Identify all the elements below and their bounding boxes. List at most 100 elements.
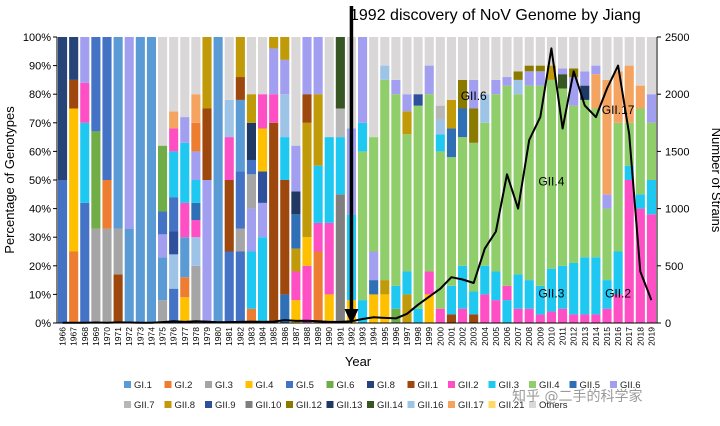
bar-1983-GII.6 [246, 208, 256, 252]
bar-1996-GII.6 [391, 79, 401, 95]
bar-1970-GI.5 [102, 37, 112, 180]
x-tick-label: 1996 [391, 327, 401, 346]
bar-1982-GI.5 [235, 171, 245, 229]
bar-2010-GII.2 [546, 311, 556, 323]
x-tick-label: 2012 [569, 327, 579, 346]
bar-2007-GII.3 [513, 274, 523, 309]
bar-2017-GII.3 [624, 165, 634, 180]
bar-2013-GII.13 [580, 85, 590, 100]
bar-1997-GII.4 [402, 134, 412, 272]
bar-1999-GII.2 [424, 271, 434, 295]
bar-2005-GII.3 [491, 271, 501, 301]
bar-2015-GII.4 [602, 208, 612, 281]
bar-2012-GII.4 [569, 105, 579, 263]
bar-2018-GII.4 [635, 108, 645, 195]
bar-1985-GII.2 [269, 94, 279, 123]
legend-swatch [569, 381, 577, 388]
arrow-head [344, 309, 359, 324]
bar-1976-GI.5 [169, 288, 179, 323]
bar-2016-GII.4 [613, 122, 623, 252]
legend-label: GII.21 [499, 400, 525, 411]
bar-2013-GII.4 [580, 99, 590, 258]
legend-label: GII.10 [256, 400, 282, 411]
x-tick-label: 1972 [124, 327, 134, 346]
chart-annotations: GII.6 GII.17 GII.4 GII.3 GII.2 [461, 89, 635, 300]
legend-label: GII.12 [296, 400, 322, 411]
bar-2002-GII.12 [458, 79, 468, 109]
bar-2007-GII.12 [513, 71, 523, 80]
x-tick-label: 1967 [69, 327, 79, 346]
bar-1971-GI.3 [113, 228, 123, 275]
bar-1989-GI.2 [313, 251, 323, 323]
bar-1988-GI.4 [302, 237, 312, 266]
bar-2008-Others [524, 37, 534, 66]
x-tick-label: 1974 [146, 327, 156, 346]
bar-2010-GII.8 [546, 65, 556, 80]
bar-1976-Others [169, 37, 179, 112]
y-tick-label: 100% [23, 32, 51, 44]
bar-1999-GI.4 [424, 294, 434, 323]
legend-label: GI.4 [256, 380, 274, 391]
x-axis-label: Year [345, 354, 372, 369]
bar-2012-GII.3 [569, 262, 579, 315]
bar-1991-GII.10 [335, 194, 345, 323]
bar-1997-Others [402, 37, 412, 95]
annotation-label: GII.6 [461, 89, 487, 103]
x-tick-label: 2019 [646, 327, 656, 346]
bar-1977-GII.2 [180, 202, 190, 238]
legend-swatch [205, 401, 212, 408]
x-axis-ticks: 1966 1967 1968 1969 1970 1971 1972 1973 1974 1975… [57, 322, 657, 346]
y-tick-label: 20% [29, 261, 51, 273]
bar-2003-Others [469, 37, 479, 80]
y-tick-label: 80% [29, 89, 51, 101]
bar-2004-GII.3 [480, 265, 490, 295]
bar-1975-GI.1 [158, 257, 168, 301]
bar-1968-GII.2 [80, 82, 90, 123]
bar-1985-GII.1 [269, 122, 279, 323]
x-tick-label: 2016 [613, 327, 623, 346]
bar-2001-GII.8 [446, 99, 456, 129]
x-tick-label: 1968 [80, 327, 90, 346]
x-tick-label: 2003 [469, 327, 479, 346]
bar-1981-GII.16 [224, 99, 234, 138]
bar-1968-GI.5 [80, 202, 90, 323]
bar-2013-GII.3 [580, 257, 590, 315]
bar-2019-GII.6 [646, 94, 656, 123]
x-tick-label: 1986 [280, 327, 290, 346]
bar-2000-GII.16 [435, 119, 445, 135]
bar-2019-Others [646, 37, 656, 95]
bar-1975-GI.6 [158, 145, 168, 212]
bar-1991-GII.14 [335, 37, 345, 109]
bar-2008-GII.3 [524, 280, 534, 309]
bar-1984-GI.4 [258, 128, 268, 172]
bar-1978-Others [191, 37, 201, 95]
bar-1995-Others [380, 37, 390, 66]
bar-2018-Others [635, 37, 645, 86]
bar-1990-GII.2 [324, 222, 334, 295]
legend-swatch [164, 401, 172, 408]
bar-1995-GII.16 [380, 65, 390, 80]
bar-1971-GI.1 [113, 37, 123, 229]
bar-2000-GII.3 [435, 134, 445, 152]
bar-1982-GI.3 [235, 228, 245, 252]
bar-2003-GII.6 [469, 79, 479, 109]
bar-2015-GII.2 [602, 308, 612, 323]
bar-1996-GI.6 [391, 308, 401, 323]
bar-2002-GII.5 [458, 108, 468, 138]
bar-2019-GII.3 [646, 180, 656, 215]
legend-label: GI.8 [377, 380, 395, 391]
bar-2015-GII.6 [602, 194, 612, 209]
bar-1991-GII.7 [335, 108, 345, 138]
x-tick-label: 1981 [224, 327, 234, 346]
y-tick-label: 40% [29, 204, 51, 216]
bar-2011-GII.14 [558, 74, 568, 89]
x-tick-label: 1987 [291, 327, 301, 346]
bar-1987-GII.5 [291, 214, 301, 249]
bar-1972-GI.1 [124, 228, 134, 323]
bar-2002-GII.4 [458, 137, 468, 266]
bar-2002-GII.3 [458, 265, 468, 309]
bar-1994-GII.5 [369, 280, 379, 295]
bar-2007-Others [513, 37, 523, 72]
bar-1975-GI.5 [158, 211, 168, 235]
bar-1978-GII.3 [191, 180, 201, 203]
